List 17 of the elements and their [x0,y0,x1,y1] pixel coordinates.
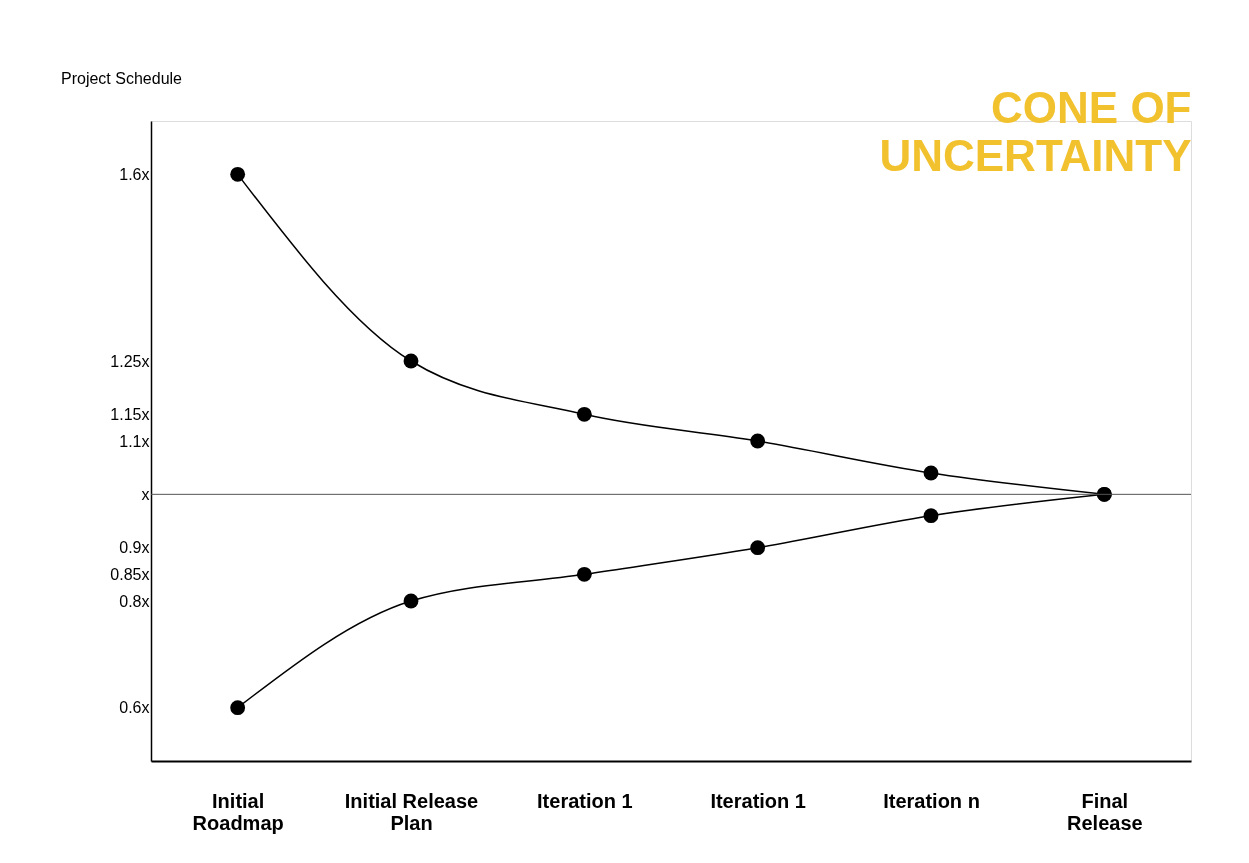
y-tick-label: x [141,485,150,503]
x-tick-label: Final Release [1067,789,1143,834]
y-tick-label: 1.1x [119,432,150,450]
x-tick-label: Iteration 1 [710,789,806,812]
x-tick-label: Iteration 1 [537,789,633,812]
y-tick-label: 0.85x [110,565,150,583]
x-tick-label: Iteration n [883,789,980,812]
y-tick-label: 0.9x [119,539,150,557]
y-tick-label: 1.6x [119,165,150,183]
x-tick-label: Initial Release Plan [344,789,479,834]
y-axis-title: Project Schedule [61,69,183,87]
chart-title: CONE OF UNCERTAINTY [879,83,1192,180]
x-tick-label: Initial Roadmap [192,789,284,834]
y-tick-label: 1.25x [110,352,150,370]
y-tick-label: 0.6x [119,699,150,717]
y-tick-label: 0.8x [119,592,150,610]
y-tick-label: 1.15x [110,405,150,423]
